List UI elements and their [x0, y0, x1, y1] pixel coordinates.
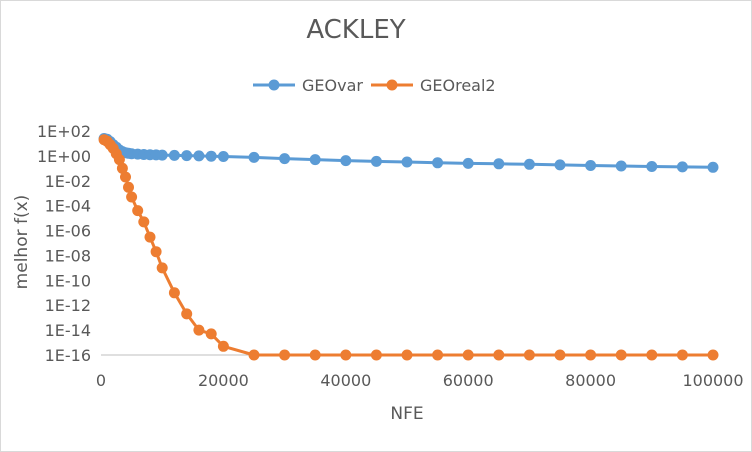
data-point-georeal2: [193, 324, 205, 336]
y-tick-label: 1E+00: [37, 147, 91, 166]
data-point-geovar: [168, 149, 180, 161]
y-axis-label: melhor f(x): [12, 195, 32, 290]
data-point-georeal2: [279, 349, 291, 361]
series-georeal2: [98, 134, 719, 361]
y-tick-label: 1E-04: [45, 197, 91, 216]
data-point-geovar: [554, 159, 566, 171]
data-point-geovar: [462, 157, 474, 169]
data-point-georeal2: [432, 349, 444, 361]
y-tick-label: 1E-10: [45, 271, 91, 290]
x-tick-label: 20000: [198, 371, 249, 390]
y-tick-label: 1E-06: [45, 222, 91, 241]
series-geovar: [98, 133, 719, 173]
data-point-georeal2: [168, 287, 180, 299]
y-tick-label: 1E-02: [45, 172, 91, 191]
data-point-geovar: [309, 154, 321, 166]
x-axis-ticks: 0 20000 40000 60000 80000 100000: [96, 371, 744, 390]
data-point-georeal2: [462, 349, 474, 361]
data-point-georeal2: [116, 162, 128, 174]
legend-label-geovar: GEOvar: [302, 76, 363, 95]
data-point-geovar: [248, 151, 260, 163]
data-point-geovar: [401, 156, 413, 168]
data-point-georeal2: [707, 349, 719, 361]
data-point-georeal2: [554, 349, 566, 361]
data-point-geovar: [493, 158, 505, 170]
legend-label-georeal2: GEOreal2: [420, 76, 496, 95]
data-point-georeal2: [585, 349, 597, 361]
data-point-geovar: [181, 150, 193, 162]
legend-marker-geovar: [268, 79, 280, 91]
x-tick-label: 80000: [565, 371, 616, 390]
data-point-geovar: [707, 161, 719, 173]
data-point-georeal2: [150, 246, 162, 258]
data-point-geovar: [523, 158, 535, 170]
data-point-georeal2: [309, 349, 321, 361]
x-tick-label: 60000: [443, 371, 494, 390]
data-point-georeal2: [113, 154, 125, 166]
data-point-georeal2: [126, 191, 138, 203]
y-tick-label: 1E-16: [45, 346, 91, 365]
data-point-geovar: [279, 153, 291, 165]
data-point-geovar: [205, 150, 217, 162]
y-tick-label: 1E-14: [45, 321, 91, 340]
series-layer: [98, 133, 719, 361]
series-line-georeal2: [103, 138, 713, 357]
data-point-georeal2: [615, 349, 627, 361]
data-point-geovar: [217, 151, 229, 162]
x-tick-label: 0: [96, 371, 106, 390]
x-tick-label: 100000: [682, 371, 743, 390]
data-point-geovar: [340, 155, 352, 167]
y-tick-label: 1E-12: [45, 296, 91, 315]
data-point-georeal2: [156, 262, 168, 274]
x-axis-label: NFE: [390, 404, 423, 424]
data-point-georeal2: [123, 181, 134, 193]
data-point-georeal2: [248, 349, 260, 361]
data-point-georeal2: [132, 205, 144, 217]
legend-item-georeal2: GEOreal2: [371, 76, 496, 95]
data-point-georeal2: [181, 308, 193, 320]
y-axis-ticks: 1E+02 1E+00 1E-02 1E-04 1E-06 1E-08 1E-10 1E-12…: [37, 122, 91, 365]
legend: GEOvar GEOreal2: [253, 76, 496, 95]
data-point-georeal2: [401, 349, 413, 361]
data-point-georeal2: [120, 171, 131, 183]
data-point-geovar: [370, 155, 382, 167]
legend-item-geovar: GEOvar: [253, 76, 363, 95]
data-point-geovar: [193, 150, 205, 162]
data-point-georeal2: [370, 349, 382, 361]
data-point-georeal2: [144, 231, 156, 243]
data-point-georeal2: [646, 349, 658, 361]
data-point-georeal2: [340, 349, 352, 361]
data-point-geovar: [615, 160, 627, 172]
data-point-geovar: [156, 149, 168, 161]
data-point-georeal2: [523, 349, 535, 361]
data-point-geovar: [646, 161, 658, 172]
data-point-geovar: [585, 160, 597, 171]
data-point-georeal2: [205, 328, 217, 340]
chart-title: ACKLEY: [306, 15, 405, 45]
data-point-georeal2: [676, 349, 688, 361]
data-point-geovar: [676, 161, 688, 173]
y-tick-label: 1E-08: [45, 246, 91, 265]
legend-marker-georeal2: [386, 79, 398, 91]
data-point-georeal2: [217, 340, 229, 352]
data-point-geovar: [432, 157, 444, 169]
data-point-georeal2: [493, 349, 505, 361]
x-tick-label: 40000: [320, 371, 371, 390]
y-tick-label: 1E+02: [37, 122, 91, 141]
data-point-georeal2: [138, 216, 150, 228]
